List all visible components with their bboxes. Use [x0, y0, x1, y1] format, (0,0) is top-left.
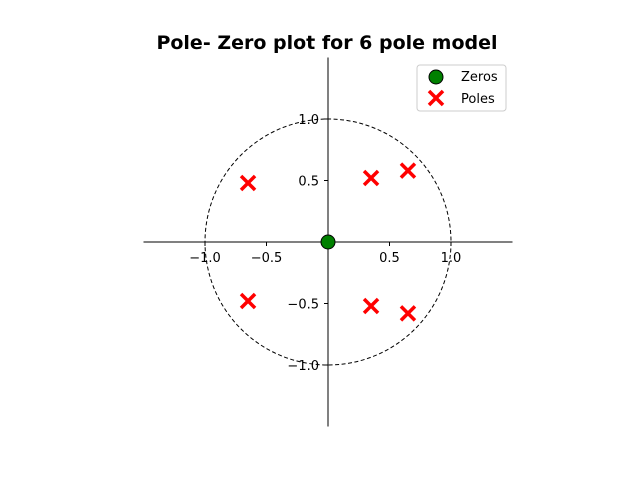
- pole-marker: [362, 169, 380, 187]
- pole-marker: [239, 174, 257, 192]
- chart-title: Pole- Zero plot for 6 pole model: [156, 32, 497, 54]
- pole-marker: [399, 305, 417, 322]
- pole-marker: [399, 162, 417, 179]
- tick-layer: −1.0 −0.5 0.5 1.0 −1.0 −0.5 0.5 1.0: [189, 113, 461, 374]
- marks-layer: [239, 162, 417, 322]
- zero-marker: [320, 234, 336, 250]
- legend-zero-marker: [428, 69, 444, 85]
- y-tick-label: 1.0: [298, 113, 319, 128]
- x-tick-label: −0.5: [251, 251, 283, 266]
- legend: Zeros Poles: [416, 64, 507, 112]
- x-tick-label: 1.0: [441, 251, 462, 266]
- legend-zeros-label: Zeros: [461, 70, 498, 85]
- pole-marker: [362, 297, 380, 315]
- y-tick-label: −0.5: [287, 298, 319, 313]
- y-tick-label: −1.0: [287, 359, 319, 374]
- y-tick-label: 0.5: [298, 175, 319, 190]
- x-tick-label: −1.0: [189, 251, 221, 266]
- x-tick-label: 0.5: [379, 251, 400, 266]
- pole-marker: [239, 292, 257, 310]
- legend-poles-label: Poles: [461, 92, 495, 107]
- legend-pole-marker: [427, 89, 445, 107]
